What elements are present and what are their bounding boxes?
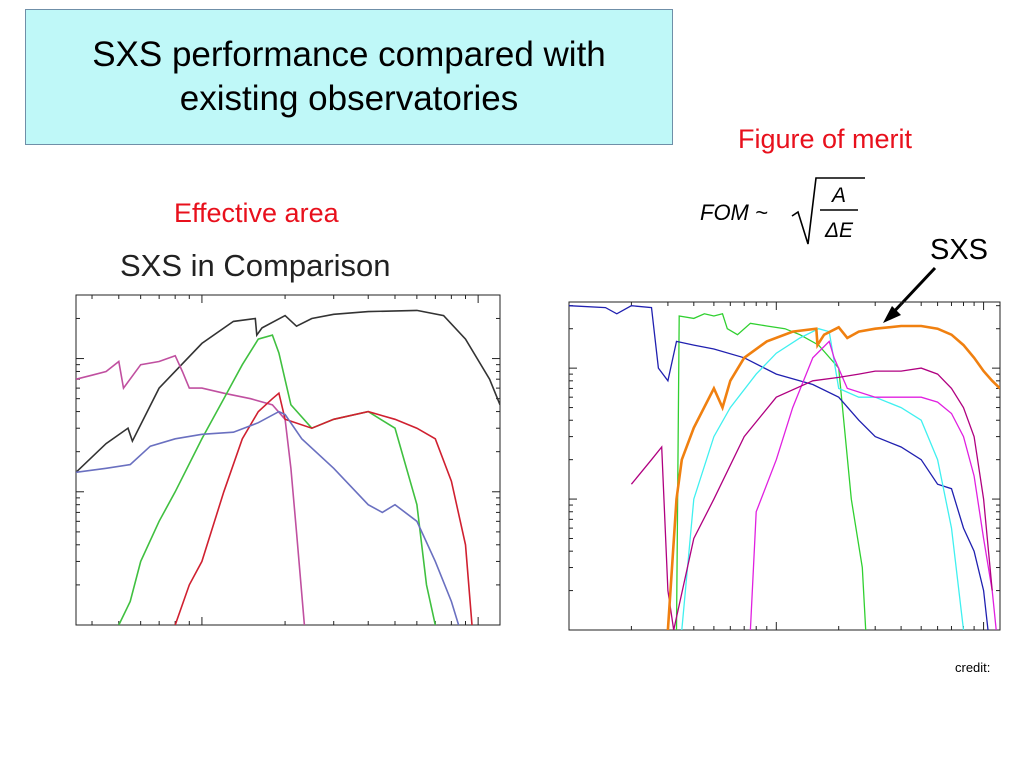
effective-area-chart xyxy=(75,294,501,626)
formula-numerator: A xyxy=(830,184,846,207)
series-line-sxs xyxy=(666,324,1000,630)
figure-of-merit-label: Figure of merit xyxy=(738,124,913,154)
plot-frame xyxy=(568,301,1001,631)
credit-label: credit: xyxy=(955,660,991,675)
effective-area-label: Effective area xyxy=(174,198,339,228)
left-chart-title: SXS in Comparison xyxy=(120,248,391,283)
formula-lhs: FOM ~ xyxy=(700,200,768,225)
slide-title: SXS performance compared with existing o… xyxy=(92,35,606,118)
sxs-callout: SXS xyxy=(930,234,989,266)
series-line-sxs xyxy=(76,309,500,473)
series-line-letg xyxy=(76,410,460,625)
series-line-heg xyxy=(174,391,473,625)
series-line-heg xyxy=(749,340,997,630)
series-line-xmm-rgs xyxy=(675,313,867,630)
plot-frame xyxy=(75,294,501,626)
series-line-meg xyxy=(118,334,437,625)
figure-of-merit-chart xyxy=(568,301,1001,631)
series-line-letgs xyxy=(569,305,989,630)
formula-denominator: ΔE xyxy=(824,219,854,242)
title-box: SXS performance compared with existing o… xyxy=(25,9,673,145)
fom-formula: FOM ~ A ΔE xyxy=(700,177,865,245)
formula-root-sign xyxy=(791,177,865,245)
series-line-rgs xyxy=(76,354,306,625)
